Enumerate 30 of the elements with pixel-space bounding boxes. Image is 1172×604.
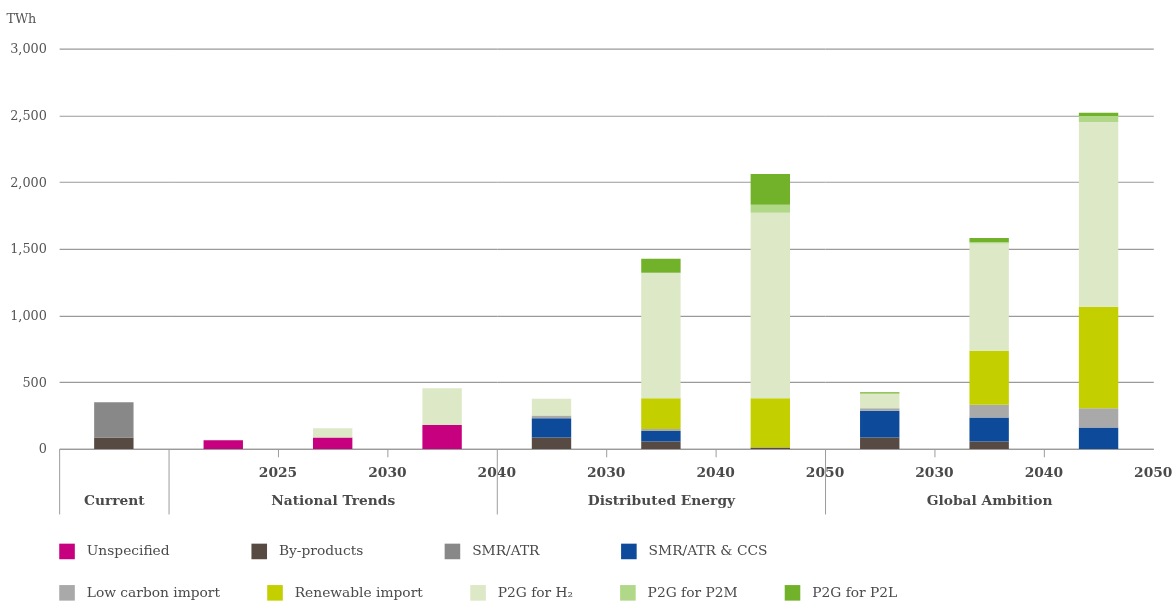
x-tick-label: 2030 <box>915 463 954 480</box>
x-tick-label: 2050 <box>1134 463 1172 480</box>
y-axis-title: TWh <box>6 10 37 26</box>
y-tick-label: 1,500 <box>10 241 47 257</box>
x-axis-title: Global Ambition <box>926 491 1053 508</box>
y-tick-label: 0 <box>38 441 47 457</box>
y-tick-label: 500 <box>22 374 47 390</box>
y-tick-label: 2,000 <box>10 174 47 190</box>
legend-label: P2G for P2M <box>647 583 738 600</box>
x-tick-label: 2050 <box>805 463 845 480</box>
legend-label: Renewable import <box>294 583 424 600</box>
x-axis-title: National Trends <box>271 491 396 508</box>
legend-label: SMR/ATR & CCS <box>648 542 768 559</box>
legend-label: P2G for P2L <box>812 583 898 600</box>
y-tick-label: 3,000 <box>10 41 47 57</box>
legend-label: Unspecified <box>86 542 170 559</box>
x-tick-label: 2030 <box>587 463 626 480</box>
x-tick-label: 2040 <box>696 463 735 480</box>
y-tick-label: 1,000 <box>10 307 47 323</box>
legend-label: P2G for H₂ <box>497 583 574 600</box>
x-axis-title: Current <box>84 491 146 508</box>
x-tick-label: 2025 <box>258 463 298 480</box>
y-tick-label: 2,500 <box>10 107 47 123</box>
x-tick-label: 2030 <box>368 463 407 480</box>
legend-label: SMR/ATR <box>472 542 541 559</box>
legend-label: By-products <box>278 542 364 559</box>
legend-label: Low carbon import <box>86 583 221 600</box>
x-tick-label: 2040 <box>477 463 516 480</box>
x-tick-label: 2040 <box>1024 463 1064 480</box>
x-axis-title: Distributed Energy <box>587 491 737 508</box>
